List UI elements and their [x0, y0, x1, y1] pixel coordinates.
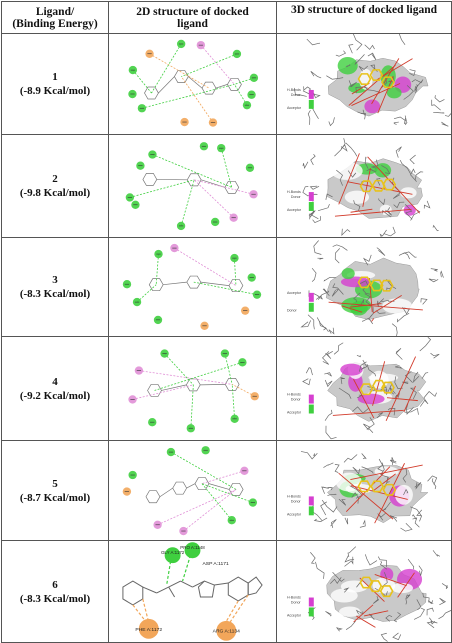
legend-bottom-label: Acceptor [287, 411, 302, 415]
legend-bottom-label: Acceptor [287, 613, 302, 617]
structure-3d-cell: Acceptor Donor [277, 238, 452, 337]
residue-label-e: ARG A:1134 [213, 629, 240, 635]
legend-bottom-label: Donor [287, 309, 298, 313]
header-3d-text: 3D structure of docked ligand [291, 4, 437, 16]
ligand-number: 3 [2, 273, 108, 287]
ligand-cell: 1 (-8.9 Kcal/mol) [2, 34, 109, 135]
legend-top-label: H-Bonds [287, 393, 301, 397]
header-3d: 3D structure of docked ligand [277, 2, 452, 34]
legend-mid-label: Donor [291, 600, 302, 604]
interaction-diagram-2d [109, 34, 276, 134]
binding-energy: (-9.8 Kcal/mol) [2, 186, 108, 200]
structure-2d-cell [109, 34, 277, 135]
interaction-diagram-2d [109, 337, 276, 440]
legend-mid-label: Donor [291, 93, 302, 97]
ligand-cell: 5 (-8.7 Kcal/mol) [2, 441, 109, 541]
ligand-cell: 3 (-8.3 Kcal/mol) [2, 238, 109, 337]
legend-bottom-label: Acceptor [287, 208, 302, 212]
header-2d-line2: ligand [177, 18, 208, 30]
interaction-diagram-2d-large: GLY A:1172 PRO A:1148 ASP A:1171 PHE A:1… [109, 541, 276, 642]
header-ligand-line1: Ligand/ [36, 6, 74, 18]
header-2d: 2D structure of docked ligand [109, 2, 277, 34]
legend-top-label: Acceptor [287, 291, 302, 295]
legend-mid-label: Donor [291, 195, 302, 199]
structure-2d-cell [109, 337, 277, 441]
binding-energy: (-8.7 Kcal/mol) [2, 491, 108, 505]
legend-top-label: H-Bonds [287, 190, 301, 194]
legend-bottom-label: Acceptor [287, 106, 302, 110]
ligand-cell: 2 (-9.8 Kcal/mol) [2, 135, 109, 238]
interaction-diagram-2d [109, 441, 276, 540]
interaction-diagram-2d [109, 135, 276, 237]
ligand-number: 1 [2, 70, 108, 84]
ligand-number: 4 [2, 375, 108, 389]
residue-label-c: ASP A:1171 [202, 561, 229, 567]
residue-label-a: GLY A:1172 [161, 550, 185, 555]
header-ligand: Ligand/ (Binding Energy) [2, 2, 109, 34]
ligand-number: 2 [2, 172, 108, 186]
structure-2d-cell: GLY A:1172 PRO A:1148 ASP A:1171 PHE A:1… [109, 541, 277, 643]
ligand-cell: 4 (-9.2 Kcal/mol) [2, 337, 109, 441]
ligand-number: 6 [2, 578, 108, 592]
header-row: Ligand/ (Binding Energy) 2D structure of… [2, 2, 452, 34]
residue-label-b: PRO A:1148 [180, 545, 205, 550]
ligand-cell: 6 (-8.3 Kcal/mol) [2, 541, 109, 643]
structure-2d-cell [109, 238, 277, 337]
binding-energy: (-8.3 Kcal/mol) [2, 592, 108, 606]
structure-2d-cell [109, 135, 277, 238]
header-ligand-line2: (Binding Energy) [12, 18, 97, 30]
legend-mid-label: Donor [291, 398, 302, 402]
table-row: 6 (-8.3 Kcal/mol) [2, 541, 452, 643]
legend-top-label: H-Bonds [287, 596, 301, 600]
legend-top-label: H-Bonds [287, 494, 301, 498]
residue-label-d: PHE A:1172 [135, 627, 162, 633]
binding-energy: (-9.2 Kcal/mol) [2, 389, 108, 403]
legend-mid-label: Donor [291, 499, 302, 503]
interaction-diagram-2d [109, 238, 276, 336]
structure-2d-cell [109, 441, 277, 541]
binding-energy: (-8.9 Kcal/mol) [2, 84, 108, 98]
ligand-number: 5 [2, 477, 108, 491]
table-row: 3 (-8.3 Kcal/mol) Acceptor Donor [2, 238, 452, 337]
docked-pose-3d: Acceptor Donor [277, 238, 451, 336]
header-2d-line1: 2D structure of docked [136, 6, 249, 18]
binding-energy: (-8.3 Kcal/mol) [2, 287, 108, 301]
legend-top-label: H-Bonds [287, 88, 301, 92]
legend-bottom-label: Acceptor [287, 512, 302, 516]
